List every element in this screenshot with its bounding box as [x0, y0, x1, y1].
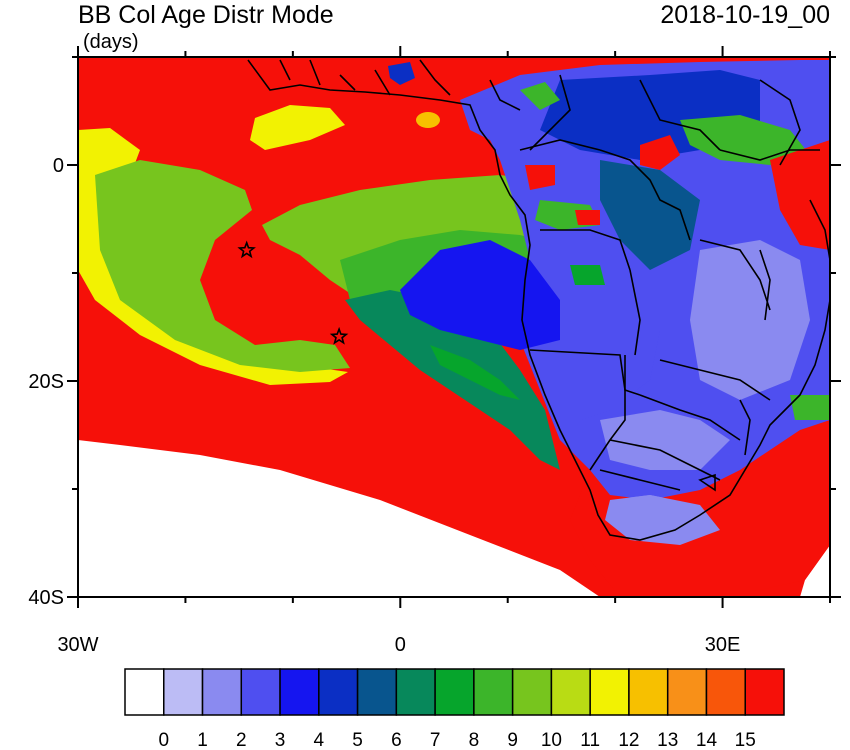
- colorbar-label: 12: [618, 730, 639, 750]
- colorbar-swatch: [744, 668, 785, 716]
- units-label: (days): [83, 31, 139, 53]
- colorbar-label: 13: [657, 730, 678, 750]
- colorbar-label: 3: [275, 730, 286, 750]
- colorbar-label: 14: [696, 730, 718, 750]
- colorbar-label: 11: [580, 730, 600, 750]
- boundaries: [247, 59, 830, 541]
- colorbar-swatch: [705, 668, 746, 716]
- map-title: BB Col Age Distr Mode: [78, 1, 334, 29]
- colorbar-swatch: [395, 668, 436, 716]
- colorbar-swatch: [473, 668, 514, 716]
- lat-label: 20S: [28, 371, 64, 393]
- markers: [237, 240, 349, 345]
- colorbar-swatch: [628, 668, 669, 716]
- colorbar-swatch: [318, 668, 359, 716]
- colorbar-label: 4: [314, 730, 325, 750]
- colorbar-label: 5: [352, 730, 363, 750]
- colorbar-label: 0: [158, 730, 169, 750]
- colorbar-swatch: [356, 668, 398, 716]
- axis-ticks: [67, 46, 841, 608]
- colorbar-swatch: [201, 668, 243, 716]
- colorbar: [124, 668, 785, 716]
- lon-labels: 30W 0 30E: [57, 634, 740, 656]
- lon-label: 0: [395, 634, 406, 656]
- colorbar-swatch: [666, 668, 708, 716]
- colorbar-swatch: [163, 668, 204, 716]
- colorbar-swatch: [550, 668, 591, 716]
- lat-label: 0: [53, 155, 64, 177]
- colorbar-label: 7: [430, 730, 441, 750]
- star-marker-1: [237, 240, 256, 259]
- colorbar-label: 10: [541, 730, 562, 750]
- colorbar-swatch: [434, 668, 475, 716]
- colorbar-labels: 0 1 2 3 4 5 6 7 8 9 10 11 12 13 14 15: [158, 730, 755, 750]
- lat-labels: 0 20S 40S: [28, 155, 64, 609]
- colorbar-label: 1: [197, 730, 208, 750]
- colorbar-label: 6: [391, 730, 402, 750]
- colorbar-swatch: [124, 668, 165, 716]
- lat-label: 40S: [28, 587, 64, 609]
- colorbar-swatch: [589, 668, 630, 716]
- colorbar-label: 2: [236, 730, 247, 750]
- colorbar-label: 8: [469, 730, 480, 750]
- colorbar-label: 9: [507, 730, 518, 750]
- colorbar-swatch: [511, 668, 553, 716]
- lon-label: 30W: [57, 634, 98, 656]
- colorbar-swatch: [240, 668, 281, 716]
- map-datetime: 2018-10-19_00: [660, 1, 830, 29]
- colorbar-label: 15: [735, 730, 756, 750]
- map-field: [78, 57, 830, 597]
- map-frame: [77, 56, 831, 598]
- lon-label: 30E: [705, 634, 741, 656]
- star-marker-2: [329, 326, 349, 345]
- colorbar-swatch: [279, 668, 320, 716]
